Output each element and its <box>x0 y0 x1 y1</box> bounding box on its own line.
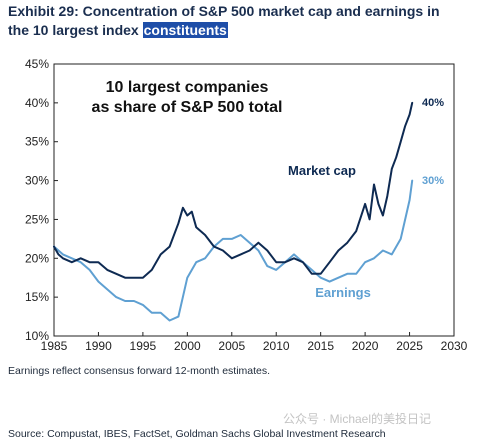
x-axis: 1985 1990 1995 2000 2005 2010 2015 2020 2025 2030 <box>41 332 468 353</box>
y-tick-label: 20% <box>25 251 49 265</box>
plot-area-border <box>53 63 455 337</box>
exhibit-title: Exhibit 29: Concentration of S&P 500 mar… <box>8 2 448 40</box>
x-tick-label: 2015 <box>307 339 334 353</box>
series-layer <box>53 101 414 322</box>
x-tick-label: 2010 <box>263 339 290 353</box>
title-highlighted-word: constituents <box>142 22 228 38</box>
y-tick-label: 30% <box>25 174 49 188</box>
x-tick-label: 2000 <box>174 339 201 353</box>
watermark: 公众号 · Michael的美投日记 <box>283 412 432 426</box>
market-cap-line <box>53 101 414 279</box>
y-tick-label: 25% <box>25 212 49 226</box>
chart-footnote: Earnings reflect consensus forward 12-mo… <box>8 365 271 377</box>
y-tick-label: 35% <box>25 135 49 149</box>
line-chart: 10% 15% 20% 25% 30% 35% 40% 45% 1985 1990 1995 200… <box>25 57 468 353</box>
x-tick-label: 1995 <box>130 339 157 353</box>
end-label-market-cap: 40% <box>422 97 444 109</box>
y-tick-label: 10% <box>25 329 49 343</box>
x-tick-label: 2030 <box>441 339 468 353</box>
y-tick-label: 45% <box>25 57 49 71</box>
chart-title-line-1: 10 largest companies <box>106 79 269 96</box>
chart-title-line-2: as share of S&P 500 total <box>92 99 283 116</box>
chart-frame: 10% 15% 20% 25% 30% 35% 40% 45% 1985 1990 1995 200… <box>0 50 481 366</box>
series-label-earnings: Earnings <box>315 285 371 300</box>
x-tick-label: 2025 <box>396 339 423 353</box>
y-axis: 10% 15% 20% 25% 30% 35% 40% 45% <box>25 57 58 343</box>
end-label-earnings: 30% <box>422 175 444 187</box>
x-tick-label: 2020 <box>352 339 379 353</box>
series-label-market-cap: Market cap <box>288 163 356 178</box>
title-text: Exhibit 29: Concentration of S&P 500 mar… <box>8 3 440 38</box>
earnings-line <box>53 179 414 322</box>
y-tick-label: 15% <box>25 290 49 304</box>
x-tick-label: 1990 <box>85 339 112 353</box>
x-tick-label: 1985 <box>41 339 68 353</box>
source-line: Source: Compustat, IBES, FactSet, Goldma… <box>8 428 386 440</box>
x-tick-label: 2005 <box>218 339 245 353</box>
y-tick-label: 40% <box>25 96 49 110</box>
